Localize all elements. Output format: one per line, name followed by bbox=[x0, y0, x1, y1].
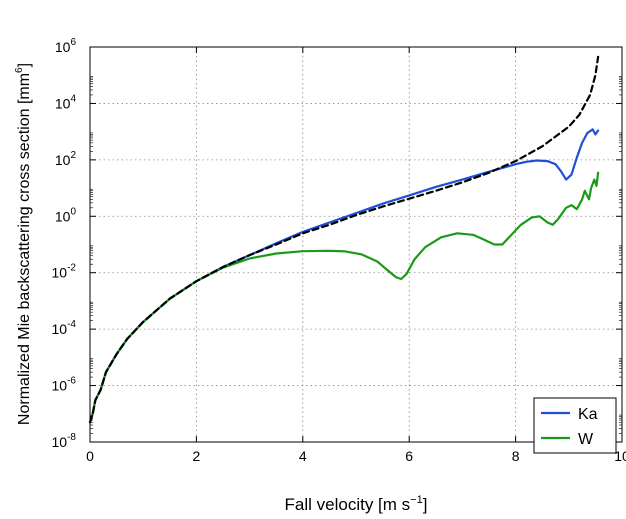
legend-box bbox=[533, 397, 617, 454]
y-tick-label: 10-8 bbox=[52, 432, 77, 450]
plot-frame bbox=[89, 46, 623, 443]
legend: Ka W bbox=[533, 397, 617, 454]
y-tick-label: 10-2 bbox=[52, 263, 77, 281]
x-tick-label: 6 bbox=[405, 448, 413, 464]
series-layer bbox=[88, 55, 600, 424]
y-tick-label: 104 bbox=[55, 93, 77, 111]
y-axis-label: Normalized Mie backscattering cross sect… bbox=[14, 63, 33, 425]
y-tick-label: 102 bbox=[55, 150, 77, 168]
series-line-dashed-reference bbox=[88, 55, 600, 424]
grid bbox=[90, 47, 622, 442]
y-axis-label-superscript: 6 bbox=[14, 67, 25, 73]
x-tick-label: 0 bbox=[86, 448, 94, 464]
plot-area bbox=[90, 47, 622, 442]
x-axis-label-superscript: −1 bbox=[410, 494, 423, 506]
y-tick-labels: 10-8 10-6 10-4 10-2 100 102 104 106 bbox=[52, 37, 77, 450]
x-tick-label: 4 bbox=[299, 448, 307, 464]
y-tick-label: 10-6 bbox=[52, 376, 77, 394]
x-tick-label: 10 bbox=[614, 448, 626, 464]
x-axis-label: Fall velocity [m s−1] bbox=[285, 494, 428, 514]
legend-label-ka: Ka bbox=[578, 406, 598, 423]
x-tick-label: 2 bbox=[193, 448, 201, 464]
tick-marks bbox=[89, 46, 623, 443]
x-tick-labels: 0 2 4 6 8 10 bbox=[86, 448, 626, 464]
y-tick-label: 100 bbox=[55, 206, 77, 224]
y-tick-label: 106 bbox=[55, 37, 77, 55]
y-tick-label: 10-4 bbox=[52, 319, 77, 337]
legend-label-w: W bbox=[578, 431, 594, 448]
x-tick-label: 8 bbox=[512, 448, 520, 464]
